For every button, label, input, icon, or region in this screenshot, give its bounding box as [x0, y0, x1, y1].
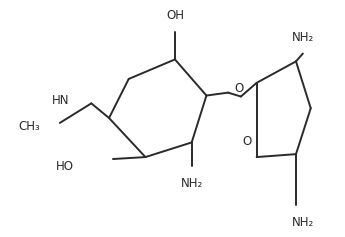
Text: O: O: [234, 82, 244, 95]
Text: NH₂: NH₂: [180, 177, 203, 190]
Text: OH: OH: [166, 9, 184, 22]
Text: CH₃: CH₃: [18, 120, 40, 133]
Text: NH₂: NH₂: [292, 216, 314, 229]
Text: O: O: [242, 135, 252, 148]
Text: NH₂: NH₂: [292, 31, 314, 44]
Text: HO: HO: [56, 160, 73, 173]
Text: HN: HN: [52, 94, 70, 107]
